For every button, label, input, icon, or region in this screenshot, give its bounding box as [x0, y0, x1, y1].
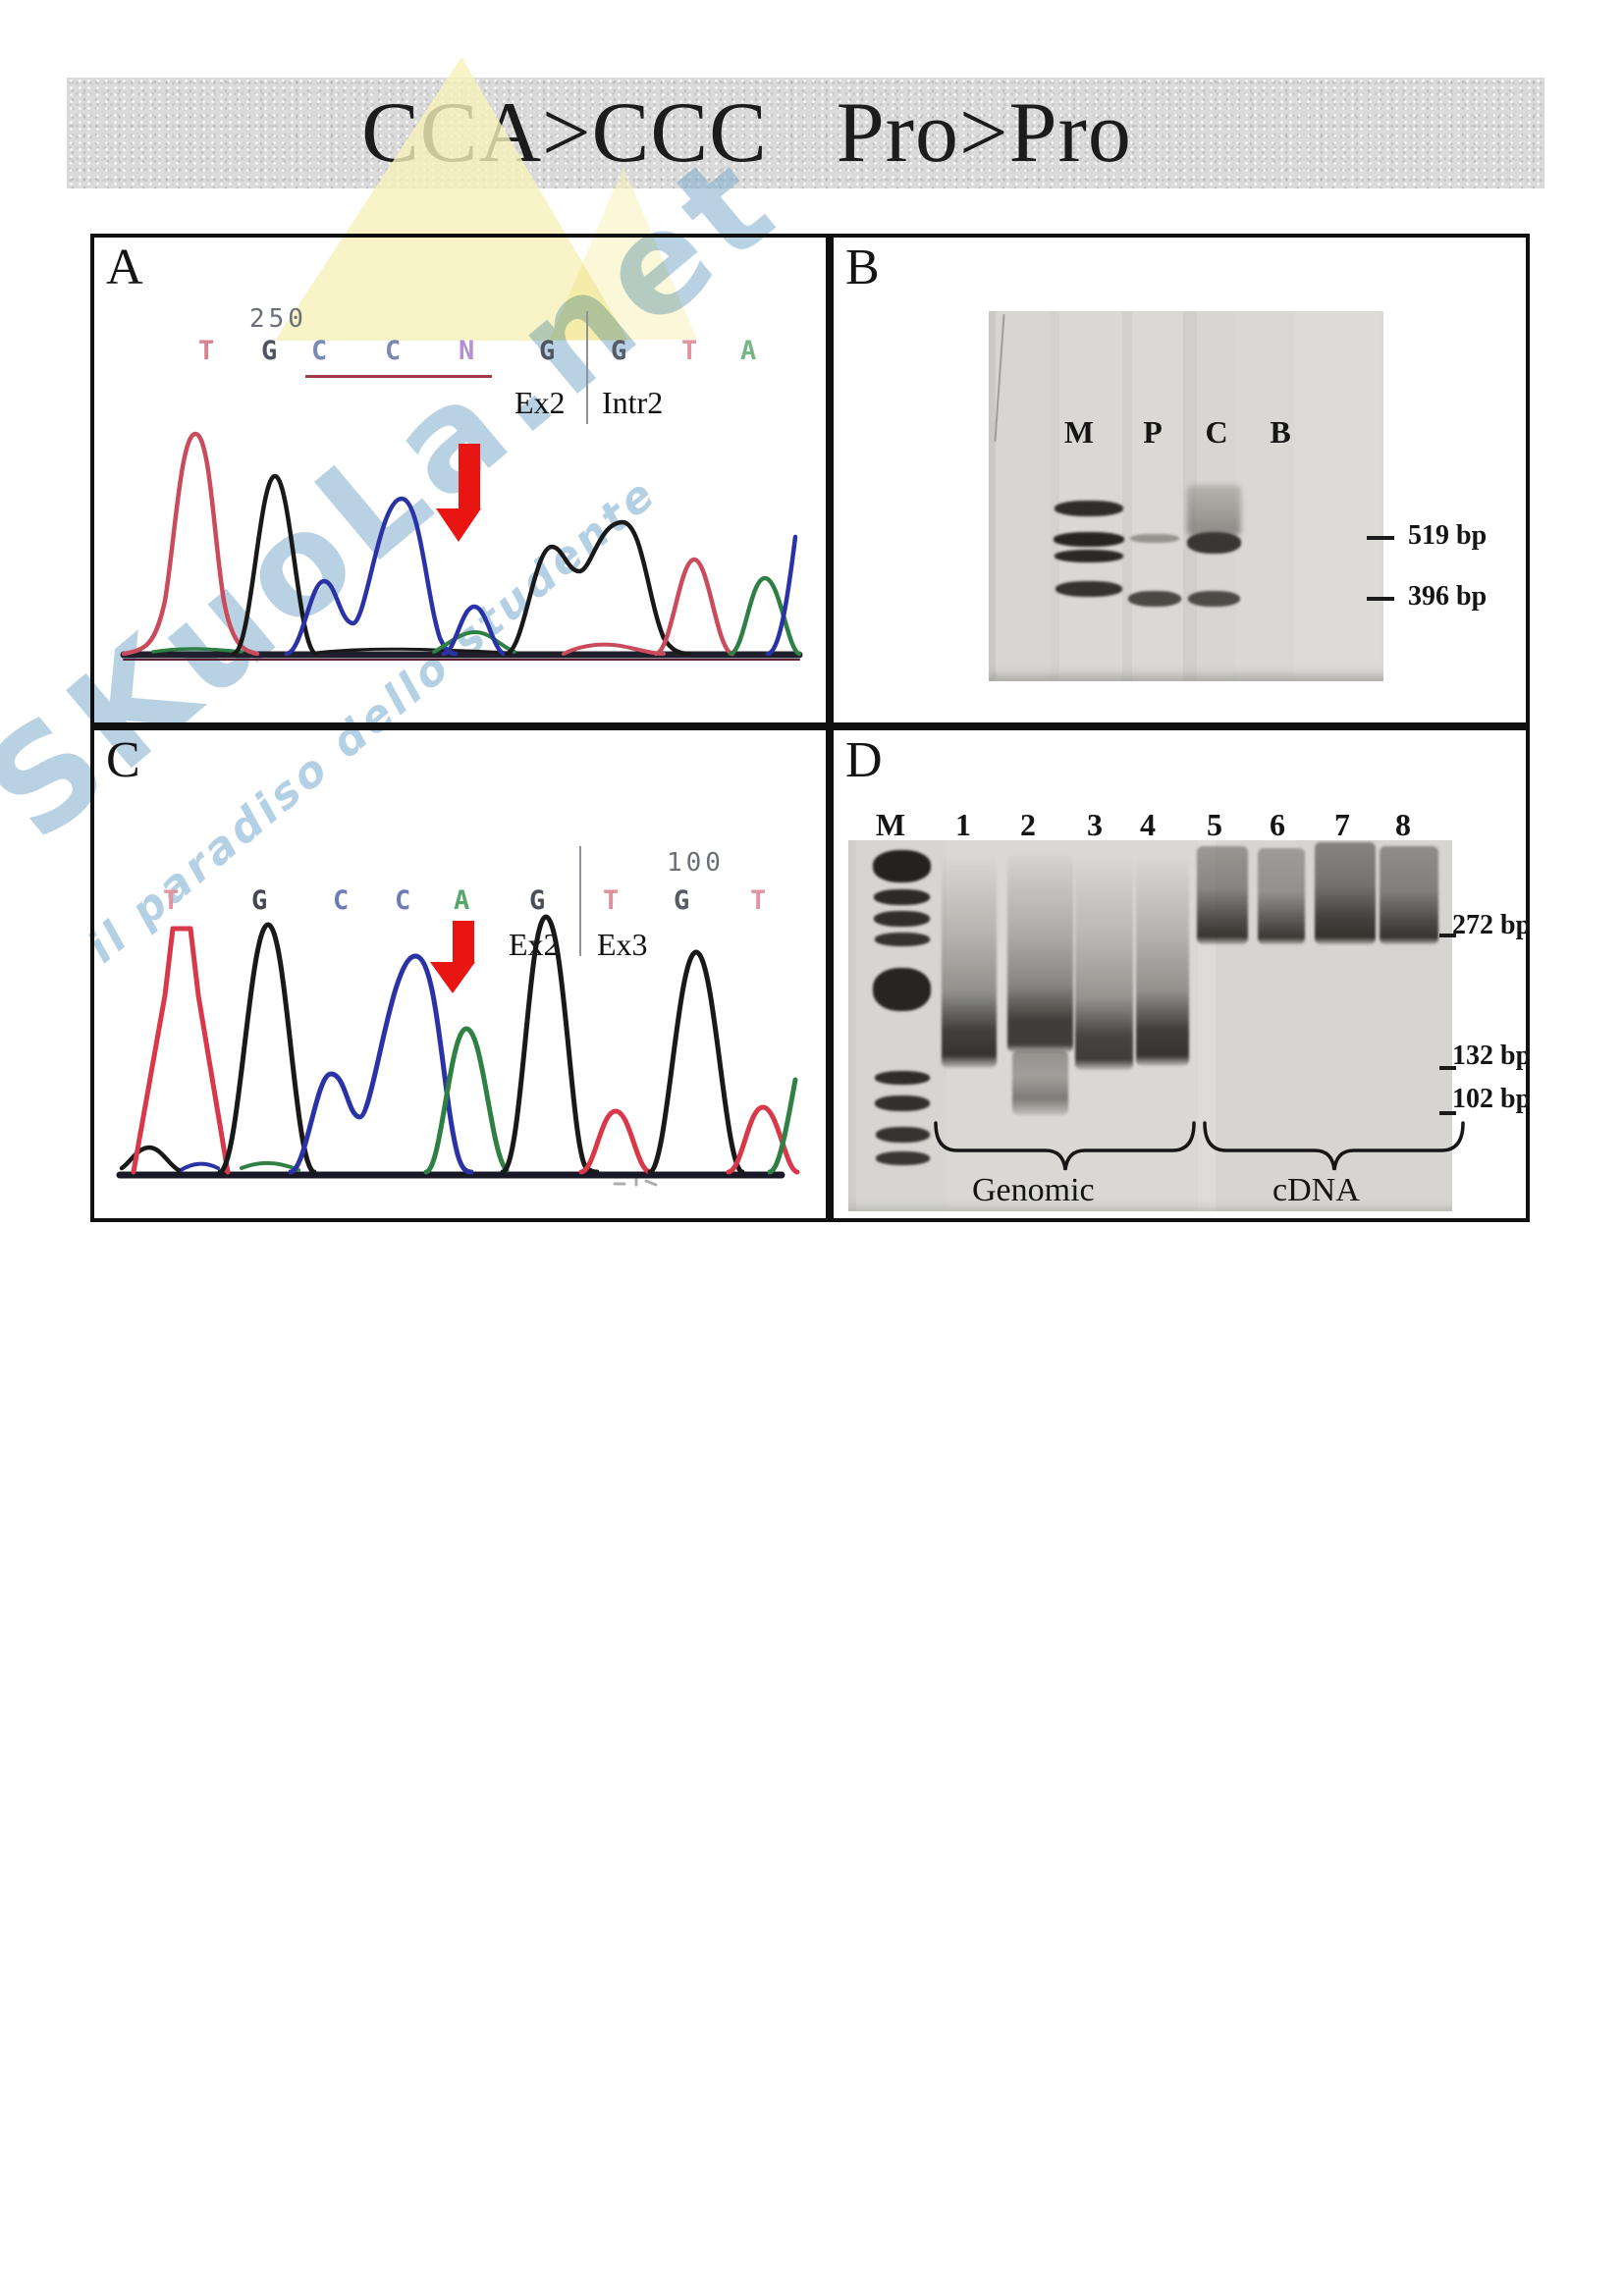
base-call: T	[603, 885, 620, 916]
gel-smear-lane7	[1315, 842, 1376, 944]
group-label-genomic: Genomic	[972, 1172, 1095, 1208]
lane-label-p: P	[1143, 414, 1163, 450]
base-call: G	[261, 336, 278, 366]
gel-band	[1054, 532, 1124, 547]
base-call: T	[750, 885, 767, 916]
gel-smear-lane2	[1007, 856, 1073, 1052]
group-braces	[934, 1121, 1465, 1171]
ladder-band	[876, 1127, 930, 1143]
lane-label-1: 1	[955, 807, 971, 842]
gel-smear-lane3	[1075, 856, 1133, 1070]
size-marker-102bp: 102 bp	[1452, 1084, 1532, 1114]
size-tick-519	[1367, 536, 1394, 540]
gel-smear-lane1	[942, 856, 997, 1068]
lane-label-c: C	[1205, 414, 1228, 450]
ladder-band	[876, 1151, 930, 1165]
gel-band	[1130, 534, 1179, 543]
panel-a-chromatogram: A 250 T G C C N G G T A Ex2 Intr2	[90, 234, 830, 726]
base-call: G	[674, 885, 690, 916]
exon-right-label: Ex3	[597, 927, 648, 962]
base-call: C	[333, 885, 350, 916]
base-call: T	[681, 336, 698, 366]
panel-d-label: D	[845, 732, 883, 788]
size-tick-132	[1439, 1066, 1456, 1070]
gel-smear	[1187, 485, 1241, 536]
exon-label: Ex2	[514, 385, 566, 420]
base-call: A	[740, 336, 757, 366]
base-call: G	[529, 885, 546, 916]
mutation-arrow-head-icon	[436, 508, 481, 542]
gel-band	[1055, 550, 1123, 562]
title-protein: Pro>Pro	[836, 84, 1132, 181]
ladder-band	[875, 933, 930, 946]
gel-band	[1187, 532, 1241, 554]
base-call: G	[611, 336, 627, 366]
lane-label-2: 2	[1020, 807, 1036, 842]
lane-label-7: 7	[1334, 807, 1350, 842]
gel-band	[1055, 501, 1123, 516]
ladder-band	[873, 968, 931, 1011]
size-tick-396	[1367, 597, 1394, 601]
mutation-underline	[305, 375, 492, 378]
ladder-band	[874, 911, 930, 927]
group-label-cdna: cDNA	[1272, 1172, 1360, 1208]
panel-a-label: A	[106, 240, 143, 295]
size-marker-396bp: 396 bp	[1408, 581, 1488, 612]
size-tick-272	[1439, 934, 1456, 937]
size-marker-132bp: 132 bp	[1452, 1041, 1532, 1071]
exon-intron-boundary-line	[586, 311, 588, 424]
base-call: G	[539, 336, 556, 366]
base-call: C	[395, 885, 411, 916]
lane-label-m: M	[1063, 414, 1095, 450]
title-mutation: CCA>CCC	[361, 84, 768, 181]
lane-label-5: 5	[1207, 807, 1222, 842]
gel-smear-lane2-low	[1012, 1050, 1068, 1115]
lane-label-m: M	[875, 807, 906, 842]
lane-label-8: 8	[1395, 807, 1411, 842]
mutation-arrow-head-icon	[430, 962, 475, 993]
size-marker-272bp: 272 bp	[1452, 910, 1532, 940]
ladder-band	[874, 889, 930, 905]
gel-image-b	[989, 311, 1383, 681]
ladder-band	[875, 1095, 930, 1111]
base-call: T	[198, 336, 215, 366]
gel-band	[1188, 591, 1240, 607]
panel-c-chromatogram: C 100 T G C C A G T G T Ex2 Ex3	[90, 726, 830, 1222]
title-banner: CCA>CCC Pro>Pro	[67, 78, 1544, 188]
base-call: C	[311, 336, 328, 366]
lane-label-6: 6	[1270, 807, 1285, 842]
chromatogram-trace-a	[120, 431, 803, 661]
lane-label-b: B	[1270, 414, 1291, 450]
lane-label-3: 3	[1087, 807, 1103, 842]
gel-band	[1128, 591, 1181, 607]
base-call: G	[251, 885, 268, 916]
size-marker-519bp: 519 bp	[1408, 520, 1488, 551]
gel-smear-lane4	[1136, 856, 1189, 1066]
base-call: A	[454, 885, 470, 916]
gel-band	[1056, 581, 1122, 597]
intron-label: Intr2	[602, 385, 664, 420]
size-tick-102	[1439, 1111, 1456, 1115]
panel-b-gel: B M P C B 519 bp 396 bp	[830, 234, 1530, 726]
base-call: C	[385, 336, 402, 366]
gel-smear-lane8	[1380, 846, 1438, 944]
mutation-arrow-icon	[459, 444, 480, 508]
base-call: T	[163, 885, 180, 916]
panel-d-gel: D M 1 2 3 4 5 6 7 8 272 bp	[830, 726, 1532, 1222]
ladder-band	[873, 850, 931, 882]
exon-exon-boundary-line	[579, 846, 581, 956]
base-call: N	[459, 336, 475, 366]
chromatogram-trace-c	[116, 914, 800, 1187]
position-marker-100: 100	[667, 848, 725, 878]
ladder-band	[875, 1071, 930, 1085]
mutation-arrow-icon	[453, 921, 474, 962]
gel-smear-lane5	[1197, 846, 1248, 944]
panel-b-label: B	[845, 240, 880, 295]
gel-smear-lane6	[1258, 848, 1305, 944]
lane-label-4: 4	[1140, 807, 1156, 842]
panel-c-label: C	[106, 732, 140, 788]
